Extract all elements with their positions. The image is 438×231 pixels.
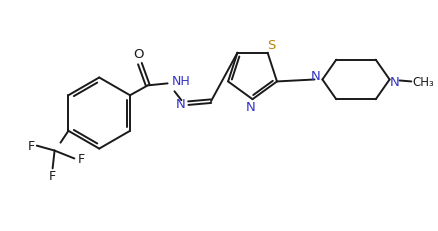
Text: F: F [78,153,85,166]
Text: F: F [49,170,56,183]
Text: N: N [246,101,255,114]
Text: CH₃: CH₃ [412,76,434,89]
Text: N: N [176,98,185,111]
Text: S: S [267,39,276,52]
Text: N: N [311,70,320,83]
Text: NH: NH [172,75,191,88]
Text: O: O [134,48,144,61]
Text: N: N [390,76,399,89]
Text: F: F [27,140,35,153]
